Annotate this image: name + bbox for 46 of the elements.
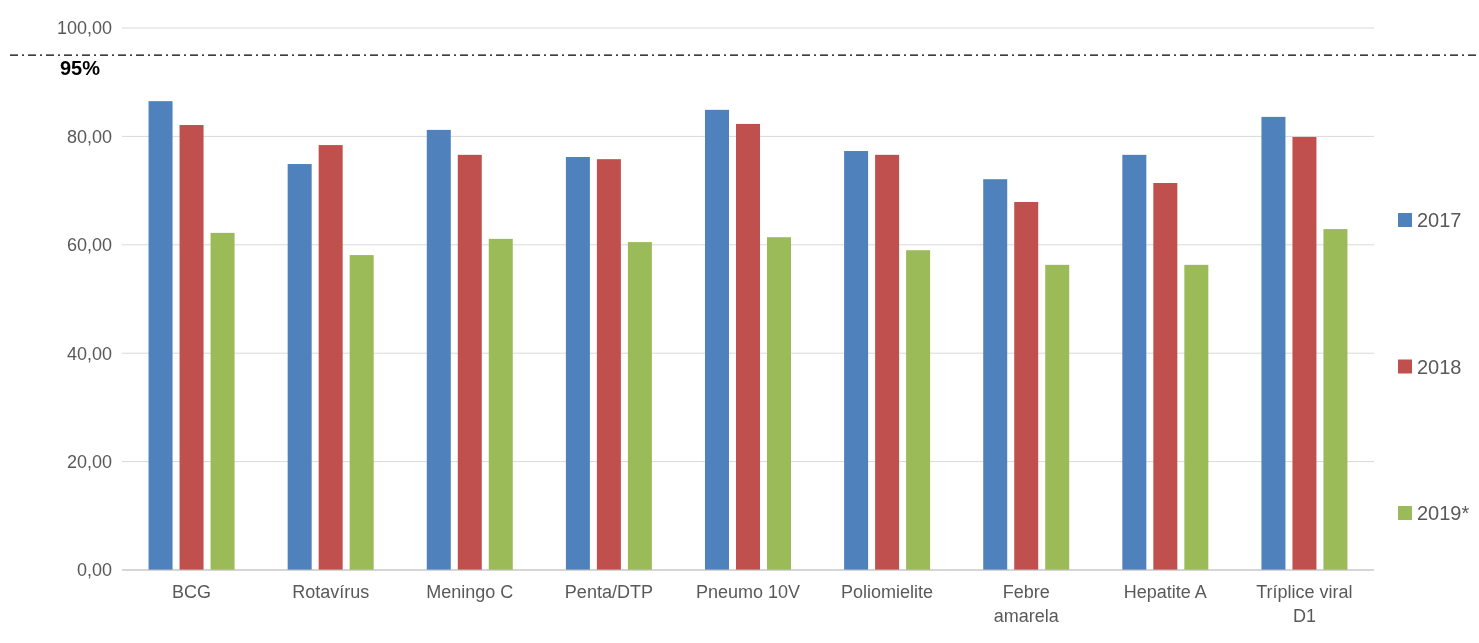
x-tick-label: Febre amarela <box>993 582 1060 626</box>
bar <box>1014 201 1039 570</box>
bar <box>565 157 590 570</box>
bar <box>767 237 791 570</box>
bar <box>318 145 343 570</box>
bar <box>488 238 513 570</box>
bar <box>426 129 451 570</box>
bar <box>1045 264 1070 570</box>
y-tick-label: 60,00 <box>66 235 112 256</box>
bar <box>1323 229 1348 570</box>
bar <box>1184 264 1209 570</box>
legend-label: 2019* <box>1417 502 1470 524</box>
x-tick-label: Poliomielite <box>841 582 934 602</box>
bar <box>844 151 869 570</box>
y-tick-label: 20,00 <box>66 451 112 472</box>
x-tick-label: Hepatite A <box>1123 582 1207 602</box>
bar <box>1261 116 1286 570</box>
y-tick-label: 0,00 <box>76 560 112 581</box>
legend-label: 2018 <box>1417 355 1462 378</box>
bar <box>287 164 312 570</box>
bar <box>179 125 204 570</box>
y-tick-label: 100,00 <box>56 18 112 39</box>
bar <box>349 255 374 570</box>
bar <box>148 101 173 570</box>
y-tick-label: 40,00 <box>66 343 112 364</box>
x-tick-label: BCG <box>172 582 212 602</box>
bar <box>596 159 621 570</box>
ref-line-label: 95% <box>60 57 101 80</box>
x-tick-label: Rotavírus <box>292 582 370 602</box>
bar <box>875 154 900 570</box>
y-tick-label: 80,00 <box>66 126 112 147</box>
bar <box>983 179 1008 570</box>
bar <box>906 250 931 570</box>
bar <box>705 109 729 570</box>
x-tick-label: Meningo C <box>426 582 514 602</box>
bar <box>1122 154 1147 570</box>
bar <box>210 232 235 570</box>
legend-label: 2017 <box>1417 209 1462 231</box>
bar <box>1153 183 1178 570</box>
x-tick-label: Penta/DTP <box>564 582 653 602</box>
bar <box>457 154 482 570</box>
bar <box>627 242 652 570</box>
x-tick-label: Pneumo 10V <box>695 582 801 602</box>
bar <box>1292 136 1317 570</box>
x-tick-label: Tríplice viral D1 <box>1256 582 1353 626</box>
bar <box>736 123 760 570</box>
